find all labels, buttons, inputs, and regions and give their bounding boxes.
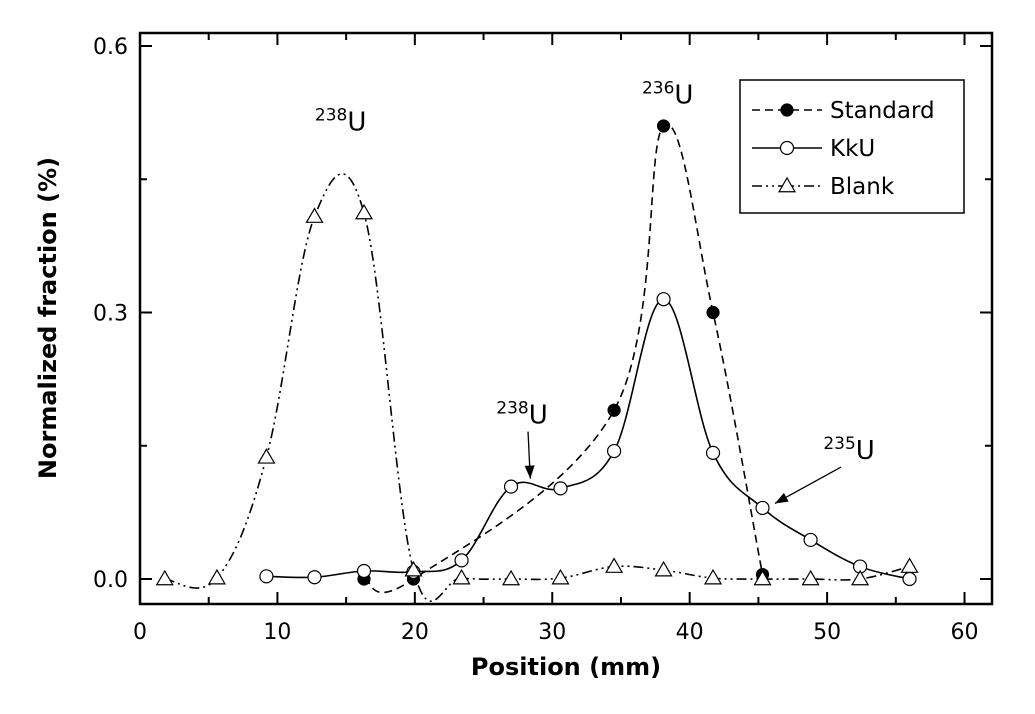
series-line-blank xyxy=(164,173,910,602)
legend-label-kku: KkU xyxy=(830,136,875,162)
data-point-blank xyxy=(851,569,870,586)
peak-annotations: 238U 236U 238U 235U xyxy=(315,79,875,505)
peak-label-238: 238U xyxy=(315,105,366,137)
series-line-standard xyxy=(363,123,764,594)
data-point-standard xyxy=(656,119,671,133)
data-point-kku xyxy=(705,445,721,460)
data-point-kku xyxy=(803,532,818,548)
legend-marker-kku xyxy=(779,140,795,156)
peak-label-236: 236U xyxy=(642,79,693,111)
data-point-kku xyxy=(606,443,622,459)
data-point-blank xyxy=(207,568,226,585)
x-tick-label: 40 xyxy=(676,620,704,645)
data-point-kku xyxy=(902,571,917,587)
plot-frame xyxy=(138,31,994,606)
data-point-kku xyxy=(307,570,322,585)
data-point-blank xyxy=(605,557,624,573)
data-point-kku xyxy=(259,569,274,584)
y-tick-label: 0.3 xyxy=(93,302,128,327)
legend-label-standard: Standard xyxy=(830,98,935,124)
data-point-blank xyxy=(801,569,820,586)
annotation-arrowhead xyxy=(774,492,789,504)
data-point-blank xyxy=(452,568,471,585)
data-point-standard xyxy=(706,305,720,320)
data-point-blank xyxy=(404,560,423,577)
data-point-blank xyxy=(654,560,673,577)
annotation-arrowhead xyxy=(524,465,535,479)
x-tick-label: 10 xyxy=(263,620,291,645)
data-point-blank xyxy=(501,569,521,586)
x-tick-label: 30 xyxy=(538,620,566,645)
series-markers xyxy=(155,119,919,587)
tick-group: 0 10 20 30 40 50 60 0.0 0.3 0.6 xyxy=(93,33,992,645)
data-point-kku xyxy=(755,500,770,516)
data-point-kku xyxy=(454,553,469,568)
data-point-blank xyxy=(305,207,324,223)
legend: Standard KkU Blank xyxy=(739,79,965,214)
legend-marker-standard xyxy=(780,103,794,117)
x-tick-label: 0 xyxy=(133,620,147,645)
data-point-blank xyxy=(354,203,374,220)
data-point-blank xyxy=(155,569,174,586)
legend-marker-blank xyxy=(777,176,797,193)
x-tick-label: 60 xyxy=(951,620,979,645)
legend-label-blank: Blank xyxy=(830,174,895,200)
data-point-blank xyxy=(551,568,570,585)
y-axis-title: Normalized fraction (%) xyxy=(34,157,62,479)
data-point-kku xyxy=(503,479,519,494)
peak-label-238: 238U xyxy=(496,399,547,431)
data-point-blank xyxy=(257,448,276,464)
data-point-blank xyxy=(753,569,772,586)
data-point-kku xyxy=(553,481,568,496)
x-tick-label: 50 xyxy=(813,620,841,645)
peak-label-235: 235U xyxy=(823,434,874,466)
x-axis-title: Position (mm) xyxy=(471,653,661,681)
data-point-blank xyxy=(900,557,919,573)
data-point-standard xyxy=(607,403,621,417)
y-tick-label: 0.6 xyxy=(93,35,128,60)
legend-box xyxy=(739,79,965,214)
x-tick-label: 20 xyxy=(401,620,429,645)
data-point-blank xyxy=(703,568,723,585)
data-point-kku xyxy=(656,292,671,307)
y-tick-label: 0.0 xyxy=(93,568,128,593)
data-point-kku xyxy=(356,563,372,579)
